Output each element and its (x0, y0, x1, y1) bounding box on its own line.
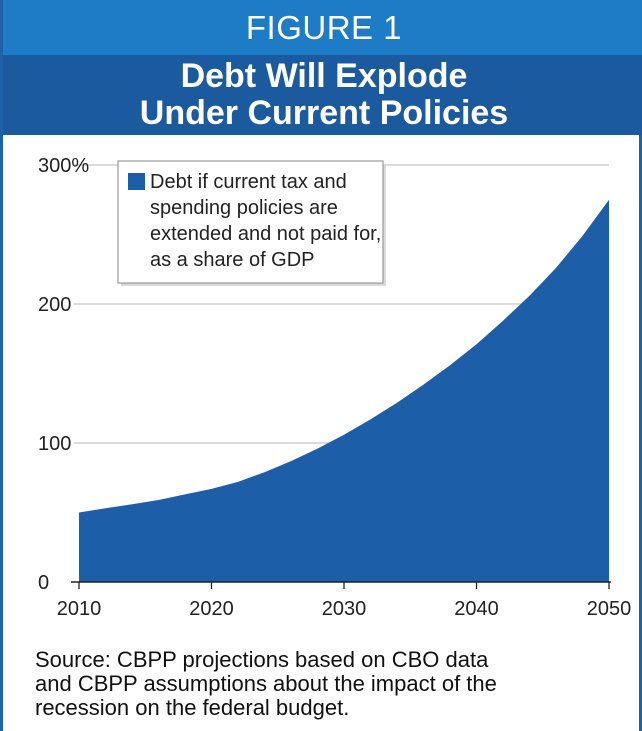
chart-area: 2010 2020 2030 2040 2050 0 100 200 300% Debt if c… (6, 135, 642, 625)
source-line-3: recession on the federal budget. (35, 695, 350, 720)
legend-text-line-3: extended and not paid for, (150, 223, 381, 245)
x-tick-label-2010: 2010 (57, 598, 102, 620)
x-tick-label-2030: 2030 (322, 598, 367, 620)
debt-area-series (79, 199, 609, 583)
legend-text-line-2: spending policies are (150, 197, 338, 219)
legend-text-line-4: as a share of GDP (150, 249, 315, 271)
legend-swatch (128, 173, 145, 190)
y-tick-label-300: 300% (38, 155, 89, 177)
source-line-2: and CBPP assumptions about the impact of… (35, 671, 497, 696)
title-band: Debt Will Explode Under Current Policies (3, 55, 642, 135)
source-note: Source: CBPP projections based on CBO da… (35, 648, 625, 720)
figure-label-band: FIGURE 1 (3, 0, 642, 55)
area-chart: 2010 2020 2030 2040 2050 0 100 200 300% Debt if c… (38, 155, 632, 620)
y-tick-label-200: 200 (38, 294, 71, 316)
x-tick-label-2020: 2020 (189, 598, 234, 620)
x-tick-label-2040: 2040 (454, 598, 499, 620)
legend-box (117, 160, 384, 284)
source-line-1: Source: CBPP projections based on CBO da… (35, 647, 489, 672)
chart-title-line-2: Under Current Policies (139, 94, 509, 132)
legend-text-line-1: Debt if current tax and (150, 171, 347, 193)
figure-label: FIGURE 1 (245, 8, 403, 46)
y-tick-label-100: 100 (38, 433, 71, 455)
y-tick-label-0: 0 (38, 572, 49, 594)
x-tick-label-2050: 2050 (587, 598, 632, 620)
chart-title-line-1: Debt Will Explode (180, 57, 468, 95)
